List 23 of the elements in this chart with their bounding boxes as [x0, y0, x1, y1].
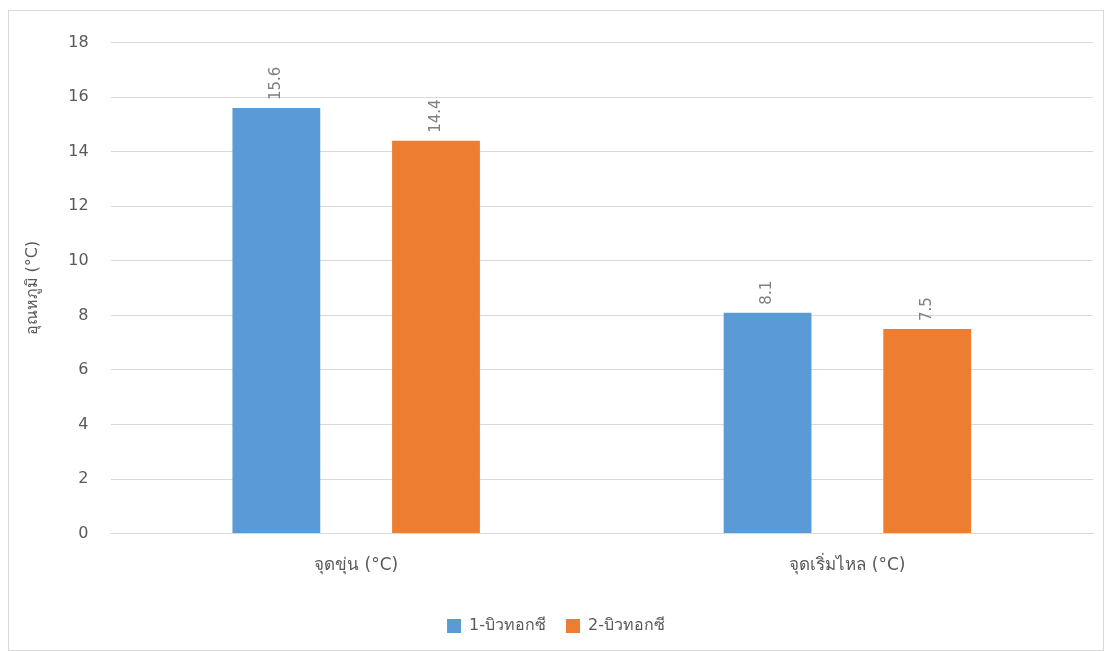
legend-label: 1-บิวทอกซี [469, 615, 546, 635]
y-tick-label: 18 [68, 31, 89, 51]
data-label: 14.4 [425, 99, 444, 133]
bar [392, 140, 480, 534]
data-label: 7.5 [917, 297, 936, 322]
bar [232, 108, 321, 534]
y-tick-label: 16 [68, 86, 89, 106]
y-tick-label: 2 [78, 468, 89, 488]
y-tick-label: 0 [78, 522, 89, 542]
bar [883, 329, 972, 534]
x-tick-label: จุดขุ่น (°C) [314, 554, 399, 576]
y-axis-title: อุณหภูมิ (°C) [21, 240, 42, 336]
y-tick-label: 6 [78, 359, 89, 379]
y-tick-label: 12 [68, 195, 89, 215]
y-tick-label: 10 [68, 249, 89, 269]
legend-label: 2-บิวทอกซี [588, 615, 665, 635]
x-tick-label: จุดเริ่มไหล (°C) [789, 552, 906, 576]
y-tick-label: 8 [78, 304, 89, 324]
y-tick-label: 4 [78, 413, 89, 433]
y-tick-label: 14 [68, 140, 89, 160]
data-label: 15.6 [266, 66, 285, 101]
data-label: 8.1 [757, 280, 776, 305]
bar [723, 312, 812, 534]
